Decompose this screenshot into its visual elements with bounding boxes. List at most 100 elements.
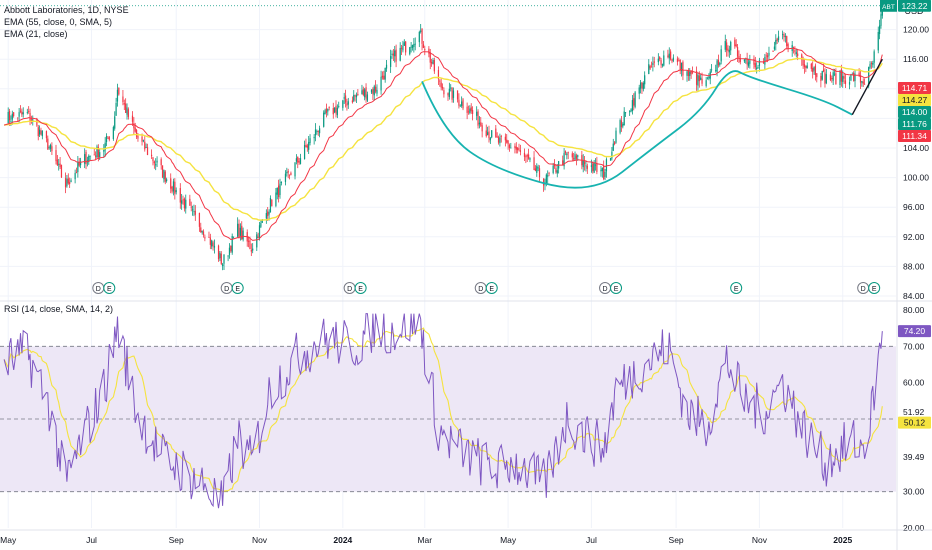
marker-label: E	[489, 286, 494, 293]
candle-body	[204, 237, 206, 239]
candle-body	[131, 115, 134, 122]
ema21-legend[interactable]: EMA (21, close)	[4, 29, 68, 39]
candle-body	[772, 51, 774, 52]
candle-body	[56, 159, 58, 166]
candle-body	[118, 87, 120, 95]
candle-body	[344, 95, 347, 103]
rsi-title[interactable]: RSI (14, close, SMA, 14, 2)	[4, 304, 114, 314]
time-tick-label: May	[0, 535, 17, 545]
candle-body	[746, 58, 748, 65]
candle-body	[237, 223, 239, 237]
candle-body	[573, 158, 575, 160]
candle-body	[299, 158, 302, 164]
price-tick-label: 96.00	[903, 202, 925, 212]
candle-body	[103, 150, 105, 152]
candle-body	[612, 143, 614, 151]
candle-body	[410, 46, 412, 48]
candle-body	[586, 165, 588, 169]
candle-body	[279, 183, 281, 196]
last-price-label: 123.22	[902, 1, 928, 11]
candle-body	[354, 95, 356, 97]
candle-body	[402, 45, 404, 51]
candle-body	[28, 111, 30, 113]
candle-body	[690, 70, 692, 75]
candle-body	[783, 34, 785, 38]
candle-body	[678, 60, 680, 62]
candle-body	[814, 65, 817, 76]
candle-body	[525, 156, 527, 158]
candle-body	[536, 166, 538, 173]
ema21-line	[3, 47, 883, 241]
time-axis[interactable]: May Jul Sep Nov 2024 Mar May Jul Sep Nov 2025	[0, 529, 932, 545]
marker-label: E	[235, 286, 240, 293]
candle-body	[547, 175, 549, 177]
candle-body	[213, 245, 216, 248]
candle-body	[842, 75, 844, 82]
candle-body	[164, 171, 166, 182]
candle-body	[268, 211, 270, 215]
candle-body	[567, 152, 569, 154]
candle-body	[217, 245, 220, 260]
candle-body	[604, 171, 606, 177]
candle-body	[545, 174, 547, 184]
candle-body	[773, 46, 776, 50]
candle-body	[135, 129, 138, 137]
rsi-band	[0, 345, 896, 493]
time-tick-label: Jul	[86, 535, 97, 545]
candle-body	[556, 170, 558, 174]
candle-body	[440, 82, 442, 88]
candle-body	[515, 146, 517, 150]
candle-body	[537, 167, 539, 169]
symbol-tag: ABT	[882, 4, 895, 11]
indicator-price-label: 114.27	[902, 95, 928, 105]
candle-body	[776, 38, 778, 41]
candle-body	[96, 146, 98, 158]
candle-body	[152, 157, 154, 162]
time-tick-label: 2024	[333, 535, 352, 545]
ema55-legend[interactable]: EMA (55, close, 0, SMA, 5)	[4, 17, 113, 27]
candle-body	[400, 47, 403, 49]
indicator-price-label-bg	[898, 106, 931, 118]
earnings-marker	[485, 282, 498, 294]
candle-body	[346, 103, 348, 106]
candle-body	[734, 39, 736, 47]
candle-body	[624, 112, 627, 114]
candle-body	[574, 154, 576, 160]
main-legend: Abbott Laboratories, 1D, NYSE EMA (55, c…	[4, 4, 129, 40]
candle-body	[38, 129, 41, 135]
candle-body	[548, 173, 550, 174]
candle-body	[286, 172, 288, 174]
candle-body	[620, 120, 623, 128]
candle-body	[193, 211, 195, 212]
candle-body	[362, 89, 364, 96]
candle-body	[797, 53, 799, 56]
candle-body	[680, 62, 683, 72]
candle-body	[115, 102, 117, 116]
candle-body	[430, 61, 433, 64]
candle-body	[104, 142, 106, 151]
candle-body	[126, 107, 128, 115]
indicator-price-label-bg	[898, 82, 931, 94]
candle-body	[10, 120, 12, 122]
candle-body	[736, 47, 739, 57]
candle-body	[175, 190, 177, 193]
candle-body	[500, 136, 502, 137]
candle-body	[150, 154, 153, 157]
time-tick-label: Nov	[752, 535, 768, 545]
candle-body	[768, 52, 770, 56]
candle-body	[698, 75, 700, 82]
candle-body	[78, 161, 80, 166]
candle-body	[555, 168, 557, 173]
candle-body	[47, 138, 49, 150]
candle-body	[122, 96, 124, 103]
candle-body	[615, 130, 617, 143]
candle-body	[364, 89, 366, 98]
symbol-title[interactable]: Abbott Laboratories, 1D, NYSE	[4, 5, 129, 15]
candle-body	[183, 198, 186, 209]
rsi-ma-value-label-bg	[898, 416, 931, 429]
candle-body	[395, 49, 397, 62]
candle-body	[342, 100, 344, 108]
candle-body	[409, 47, 411, 55]
candle-body	[258, 225, 261, 238]
